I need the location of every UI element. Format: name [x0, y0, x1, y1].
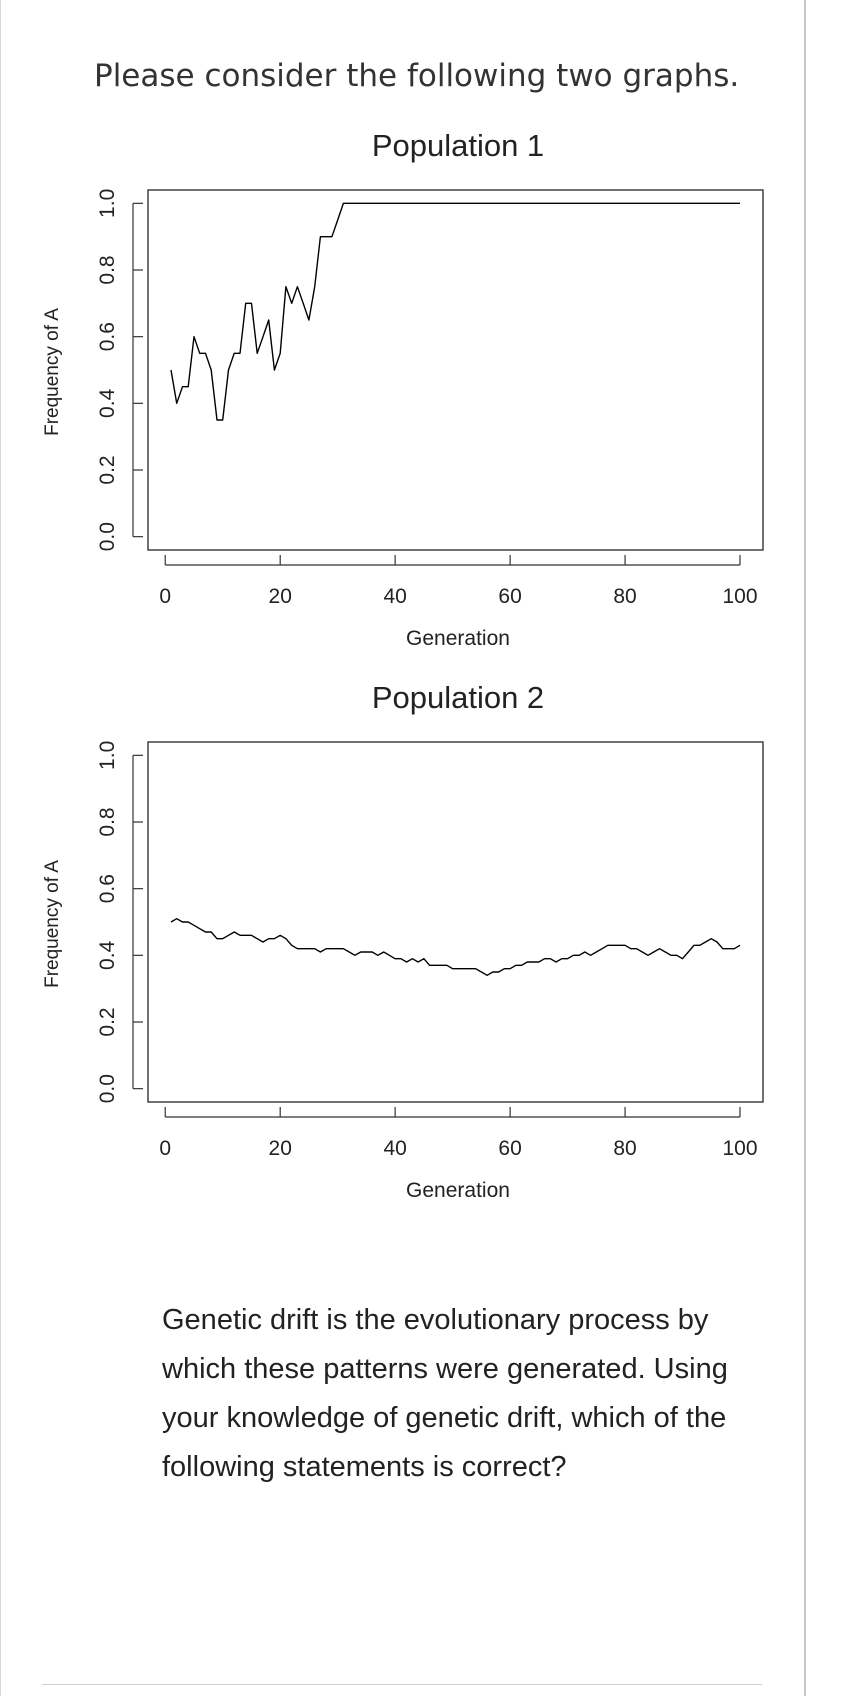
intro-text: Please consider the following two graphs… — [94, 58, 740, 94]
y-tick-label: 1.0 — [96, 741, 119, 770]
population-2-chart: Population 2 0 20 40 60 80 100 Generation 0.0 0.2… — [42, 680, 764, 1202]
y-tick-label: 0.6 — [96, 874, 119, 903]
x-tick-label: 60 — [498, 1137, 521, 1160]
x-tick-label: 40 — [383, 585, 406, 608]
x-tick-label: 20 — [269, 585, 292, 608]
y-tick-label: 0.8 — [96, 807, 119, 836]
chart-title: Population 2 — [372, 680, 544, 715]
scrollbar-track[interactable] — [804, 0, 806, 1696]
y-tick-label: 1.0 — [96, 189, 119, 218]
y-tick-label: 0.0 — [96, 1074, 119, 1103]
x-axis-label: Generation — [406, 1179, 510, 1202]
x-tick-label: 20 — [269, 1137, 292, 1160]
x-tick-label: 80 — [613, 585, 636, 608]
x-axis-label: Generation — [406, 627, 510, 650]
y-tick-label: 0.6 — [96, 322, 119, 351]
plot-frame — [147, 741, 764, 1103]
y-tick-label: 0.0 — [96, 522, 119, 551]
y-axis-label: Frequency of A — [42, 860, 63, 988]
x-tick-label: 100 — [722, 585, 757, 608]
bottom-divider — [42, 1684, 762, 1685]
y-tick-label: 0.2 — [96, 455, 119, 484]
x-tick-label: 100 — [722, 1137, 757, 1160]
x-tick-label: 0 — [159, 585, 171, 608]
chart-title: Population 1 — [372, 128, 544, 163]
series-line — [170, 202, 740, 421]
y-tick-label: 0.4 — [96, 388, 119, 418]
y-axis-label: Frequency of A — [42, 308, 63, 436]
x-tick-label: 60 — [498, 585, 521, 608]
page-left-border — [0, 0, 1, 1696]
plot-frame — [147, 189, 764, 551]
x-tick-label: 0 — [159, 1137, 171, 1160]
x-tick-label: 40 — [383, 1137, 406, 1160]
y-tick-label: 0.2 — [96, 1007, 119, 1036]
y-tick-label: 0.8 — [96, 255, 119, 284]
x-tick-label: 80 — [613, 1137, 636, 1160]
population-1-chart: Population 1 0 20 40 60 80 100 Generation 0.0 0.2… — [42, 128, 764, 650]
series-line — [170, 918, 741, 976]
y-tick-label: 0.4 — [96, 940, 119, 970]
question-text: Genetic drift is the evolutionary proces… — [162, 1304, 728, 1483]
